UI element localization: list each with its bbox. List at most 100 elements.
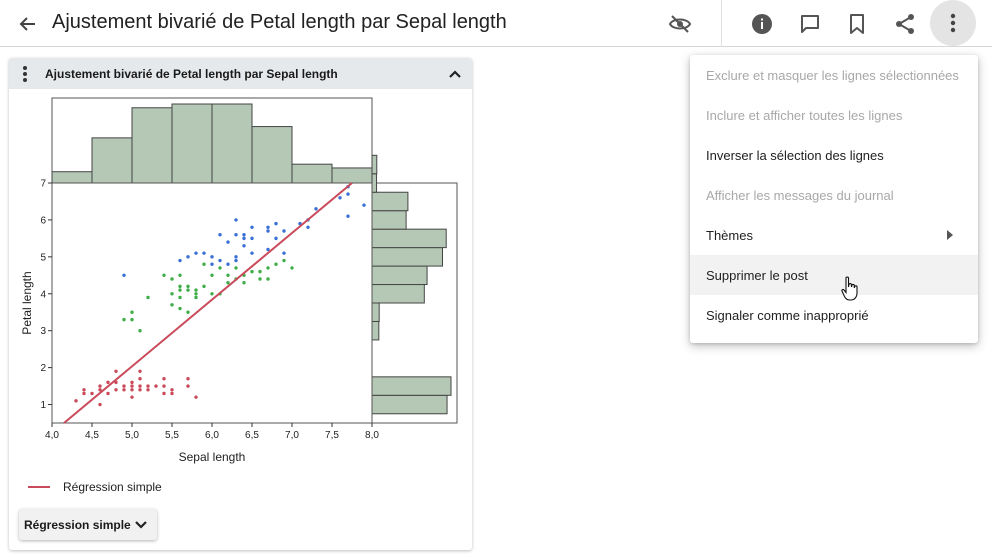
- share-icon[interactable]: [889, 8, 921, 40]
- scatter-point: [178, 306, 182, 311]
- panel-title: Ajustement bivarié de Petal length par S…: [45, 67, 338, 81]
- top-histogram-bar: [331, 167, 373, 184]
- top-app-bar: Ajustement bivarié de Petal length par S…: [0, 0, 992, 47]
- scatter-point: [162, 273, 166, 278]
- scatter-point: [122, 273, 126, 278]
- scatter-point: [266, 266, 270, 270]
- regression-line: [63, 182, 353, 424]
- scatter-point: [226, 240, 230, 244]
- scatter-point: [186, 384, 190, 388]
- right-histogram-bar: [371, 173, 378, 193]
- submenu-arrow-icon: [947, 230, 953, 240]
- regression-dropdown-button[interactable]: Régression simple: [19, 509, 157, 540]
- menu-item-include-show[interactable]: Inclure et afficher toutes les lignes: [690, 95, 978, 135]
- eye-off-icon[interactable]: [664, 8, 696, 40]
- menu-item-label: Inverser la sélection des lignes: [706, 148, 884, 163]
- top-histogram-bar: [91, 137, 133, 184]
- page-title: Ajustement bivarié de Petal length par S…: [52, 11, 507, 33]
- menu-item-label: Exclure et masquer les lignes sélectionn…: [706, 68, 959, 83]
- scatter-point: [122, 388, 126, 392]
- right-histogram-bar: [371, 302, 380, 322]
- scatter-point: [266, 277, 270, 281]
- scatter-point: [138, 376, 142, 381]
- scatter-point: [186, 288, 190, 292]
- scatter-point: [210, 273, 214, 278]
- bivariate-chart: 4,0 4,5 5,0 5,5 6,0 6,5 7,0 7,5 8,0 1 2 3 4 5 6 7 Sepal …: [20, 97, 458, 464]
- scatter-point: [234, 258, 238, 263]
- comment-icon[interactable]: [794, 8, 826, 40]
- bookmark-icon[interactable]: [841, 8, 873, 40]
- right-histogram-bar: [371, 394, 448, 415]
- scatter-point: [130, 395, 134, 399]
- top-histogram-bar: [211, 103, 253, 184]
- scatter-point: [234, 232, 238, 237]
- menu-item-invert-selection[interactable]: Inverser la sélection des lignes: [690, 135, 978, 175]
- chevron-up-icon[interactable]: [445, 64, 465, 84]
- y-axis-label: Petal length: [20, 271, 34, 334]
- x-tick-label: 4,0: [45, 430, 59, 441]
- right-histogram-bar: [371, 284, 425, 304]
- menu-item-exclude-hide[interactable]: Exclure et masquer les lignes sélectionn…: [690, 55, 978, 95]
- scatter-point: [226, 273, 230, 278]
- scatter-point: [266, 229, 270, 233]
- scatter-point: [178, 295, 182, 300]
- scatter-point: [82, 391, 86, 396]
- scatter-point: [146, 384, 150, 388]
- menu-item-label: Supprimer le post: [706, 268, 808, 283]
- top-histogram-bar: [291, 163, 333, 184]
- scatter-point: [178, 288, 182, 292]
- y-tick-label: 3: [40, 326, 46, 337]
- scatter-point: [202, 284, 206, 289]
- scatter-point: [186, 255, 190, 259]
- y-tick-label: 4: [40, 289, 46, 300]
- scatter-point: [114, 388, 118, 392]
- scatter-point: [106, 380, 110, 385]
- plot-frame: [51, 182, 373, 424]
- scatter-point: [178, 284, 182, 289]
- menu-item-report[interactable]: Signaler comme inapproprié: [690, 295, 978, 335]
- scatter-point: [346, 192, 350, 196]
- menu-item-delete-post[interactable]: Supprimer le post: [690, 255, 978, 295]
- scatter-point: [130, 384, 134, 388]
- top-histogram-bar: [251, 126, 293, 184]
- scatter-point: [210, 292, 214, 296]
- scatter-point: [170, 388, 174, 392]
- right-histogram-bar: [371, 191, 409, 212]
- scatter-point: [274, 236, 278, 241]
- menu-item-themes[interactable]: Thèmes: [690, 215, 978, 255]
- panel-header: Ajustement bivarié de Petal length par S…: [9, 58, 472, 89]
- scatter-point: [250, 269, 254, 274]
- scatter-point: [130, 388, 134, 392]
- scatter-point: [138, 384, 142, 388]
- scatter-point: [250, 225, 254, 230]
- scatter-point: [90, 391, 94, 396]
- more-vert-icon[interactable]: [930, 0, 976, 46]
- back-arrow-icon[interactable]: [14, 10, 42, 38]
- top-histogram-bar: [131, 107, 173, 184]
- regression-button-label: Régression simple: [24, 518, 131, 532]
- scatter-point: [202, 262, 206, 266]
- panel-menu-icon[interactable]: [17, 64, 33, 84]
- info-icon[interactable]: [746, 8, 778, 40]
- scatter-point: [154, 384, 158, 388]
- toolbar-divider: [721, 0, 722, 47]
- chevron-down-icon: [135, 521, 147, 529]
- scatter-point: [186, 310, 190, 314]
- scatter-point: [274, 262, 278, 266]
- scatter-point: [98, 388, 102, 392]
- scatter-point: [114, 369, 118, 374]
- scatter-point: [202, 251, 206, 255]
- top-histogram-bar: [171, 103, 213, 184]
- menu-item-show-log[interactable]: Afficher les messages du journal: [690, 175, 978, 215]
- scatter-point: [130, 317, 134, 322]
- scatter-point: [234, 266, 238, 270]
- top-histogram-bar: [51, 171, 93, 184]
- scatter-point: [130, 310, 134, 314]
- scatter-point: [170, 391, 174, 396]
- scatter-point: [146, 295, 150, 300]
- scatter-point: [74, 399, 78, 403]
- scatter-point: [338, 196, 342, 200]
- scatter-point: [250, 236, 254, 241]
- scatter-point: [282, 229, 286, 233]
- scatter-point: [306, 225, 310, 230]
